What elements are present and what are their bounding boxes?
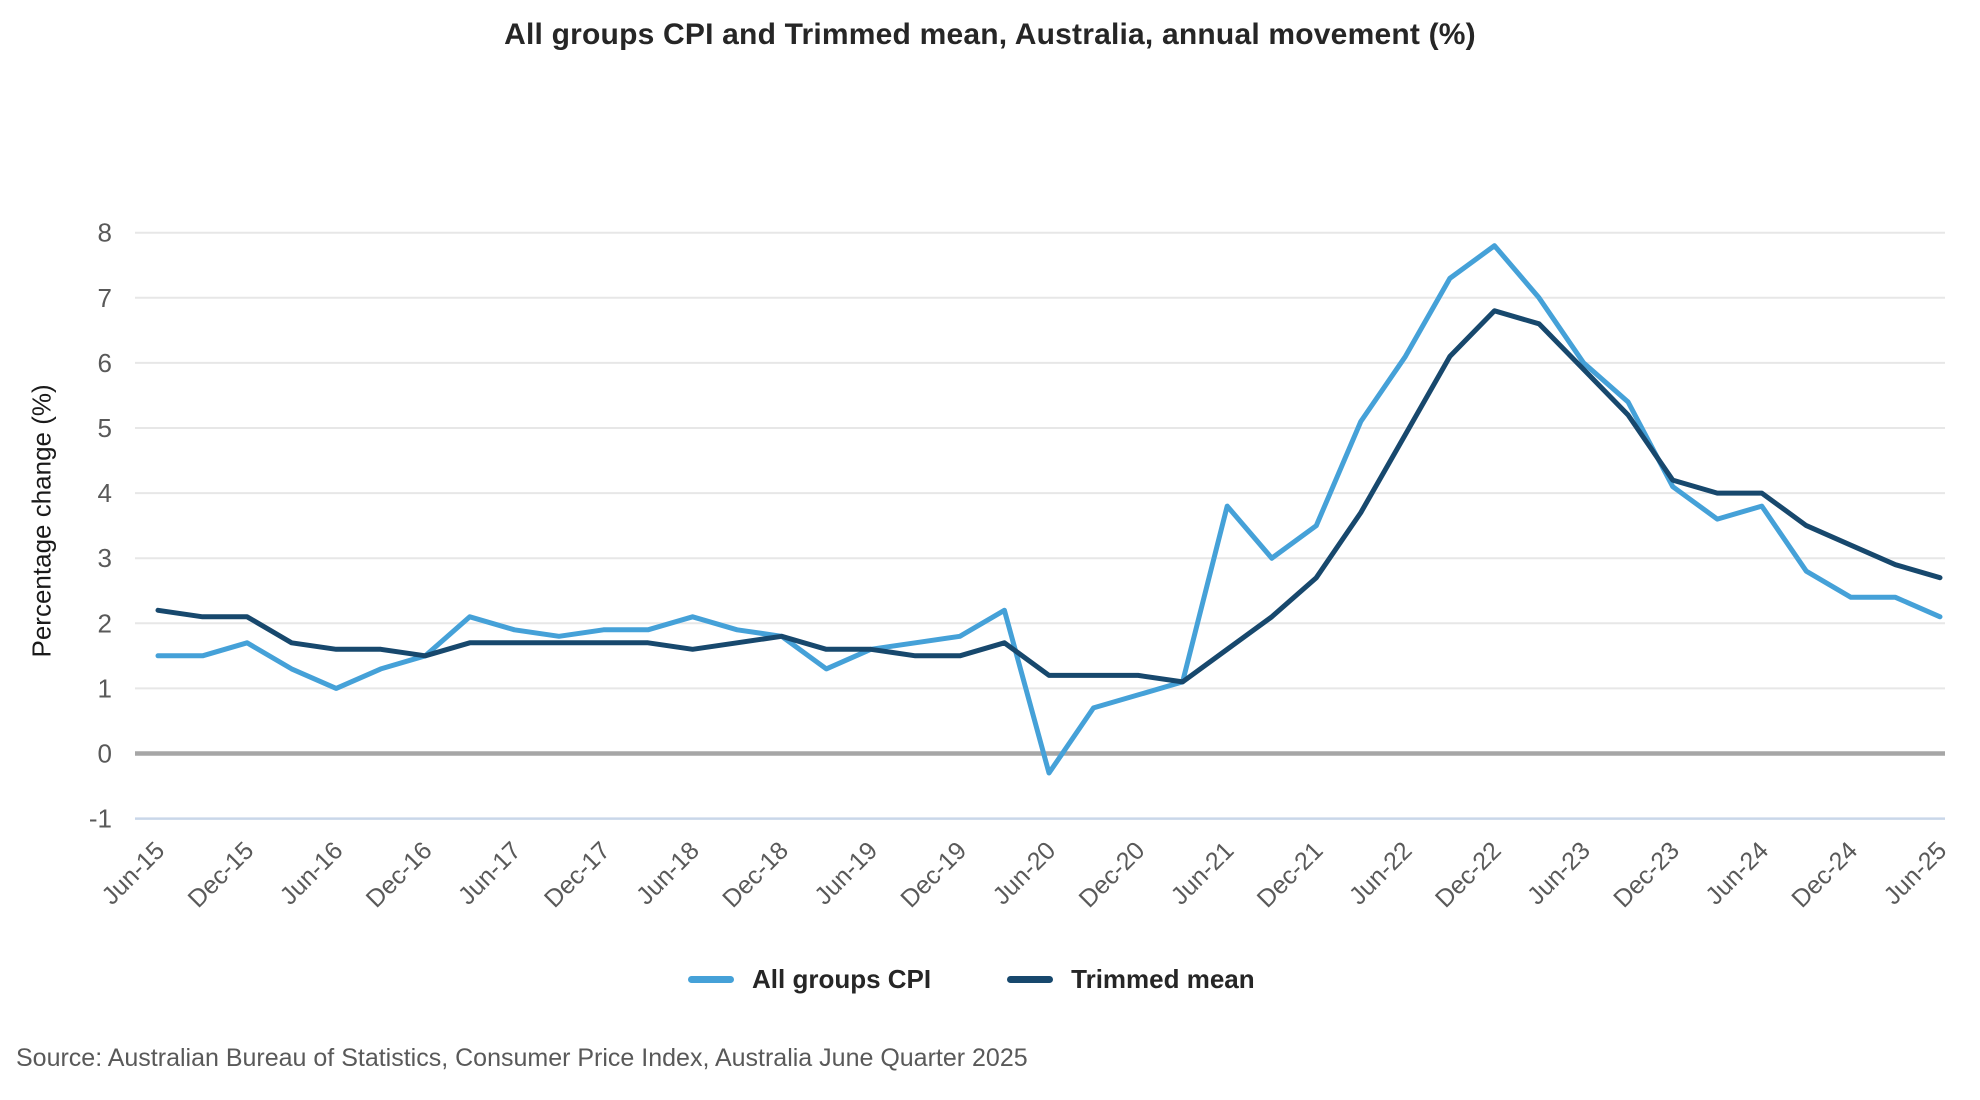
x-tick-label: Dec-17 [539,836,616,913]
x-tick-label: Dec-24 [1786,836,1863,913]
x-tick-label: Jun-17 [453,836,527,910]
x-tick-label: Jun-18 [631,836,705,910]
y-tick-label: 7 [98,283,112,313]
y-tick-label: 3 [98,543,112,573]
x-tick-label: Dec-19 [895,836,972,913]
legend-label-trimmed-mean: Trimmed mean [1071,964,1255,994]
y-tick-label: 5 [98,413,112,443]
trimmed-mean-line-swatch-icon [1007,976,1054,983]
x-tick-label: Dec-22 [1430,836,1507,913]
y-tick-label: -1 [89,804,112,834]
x-tick-label: Dec-18 [717,836,794,913]
y-tick-label: 1 [98,673,112,703]
legend-label-all-groups-cpi: All groups CPI [752,964,932,994]
x-tick-label: Jun-22 [1344,836,1418,910]
x-tick-label: Dec-15 [183,836,260,913]
x-tick-label: Dec-20 [1074,836,1151,913]
y-tick-label: 8 [98,218,112,248]
chart-title: All groups CPI and Trimmed mean, Austral… [504,18,1476,51]
x-tick-label: Jun-24 [1700,836,1774,910]
x-tick-label: Jun-20 [987,836,1061,910]
legend-item-trimmed-mean: Trimmed mean [1007,964,1255,995]
x-tick-label: Jun-25 [1878,836,1952,910]
source-note: Source: Australian Bureau of Statistics,… [16,1044,1028,1072]
x-tick-label: Dec-16 [361,836,438,913]
x-tick-label: Jun-15 [96,836,170,910]
y-tick-label: 2 [98,608,112,638]
y-tick-label: 0 [98,739,112,769]
x-tick-label: Jun-21 [1166,836,1240,910]
y-tick-label: 6 [98,348,112,378]
cpi-line-swatch-icon [688,976,734,983]
x-tick-label: Jun-16 [275,836,349,910]
x-tick-label: Jun-19 [809,836,883,910]
x-tick-label: Dec-21 [1252,836,1329,913]
series-line-trimmed-mean [155,308,1943,685]
series-line-all-groups-cpi [155,243,1943,776]
x-tick-label: Jun-23 [1522,836,1596,910]
legend-item-all-groups-cpi: All groups CPI [688,964,931,995]
legend: All groups CPI Trimmed mean [688,964,1255,995]
x-tick-label: Dec-23 [1608,836,1685,913]
y-tick-label: 4 [98,478,112,508]
